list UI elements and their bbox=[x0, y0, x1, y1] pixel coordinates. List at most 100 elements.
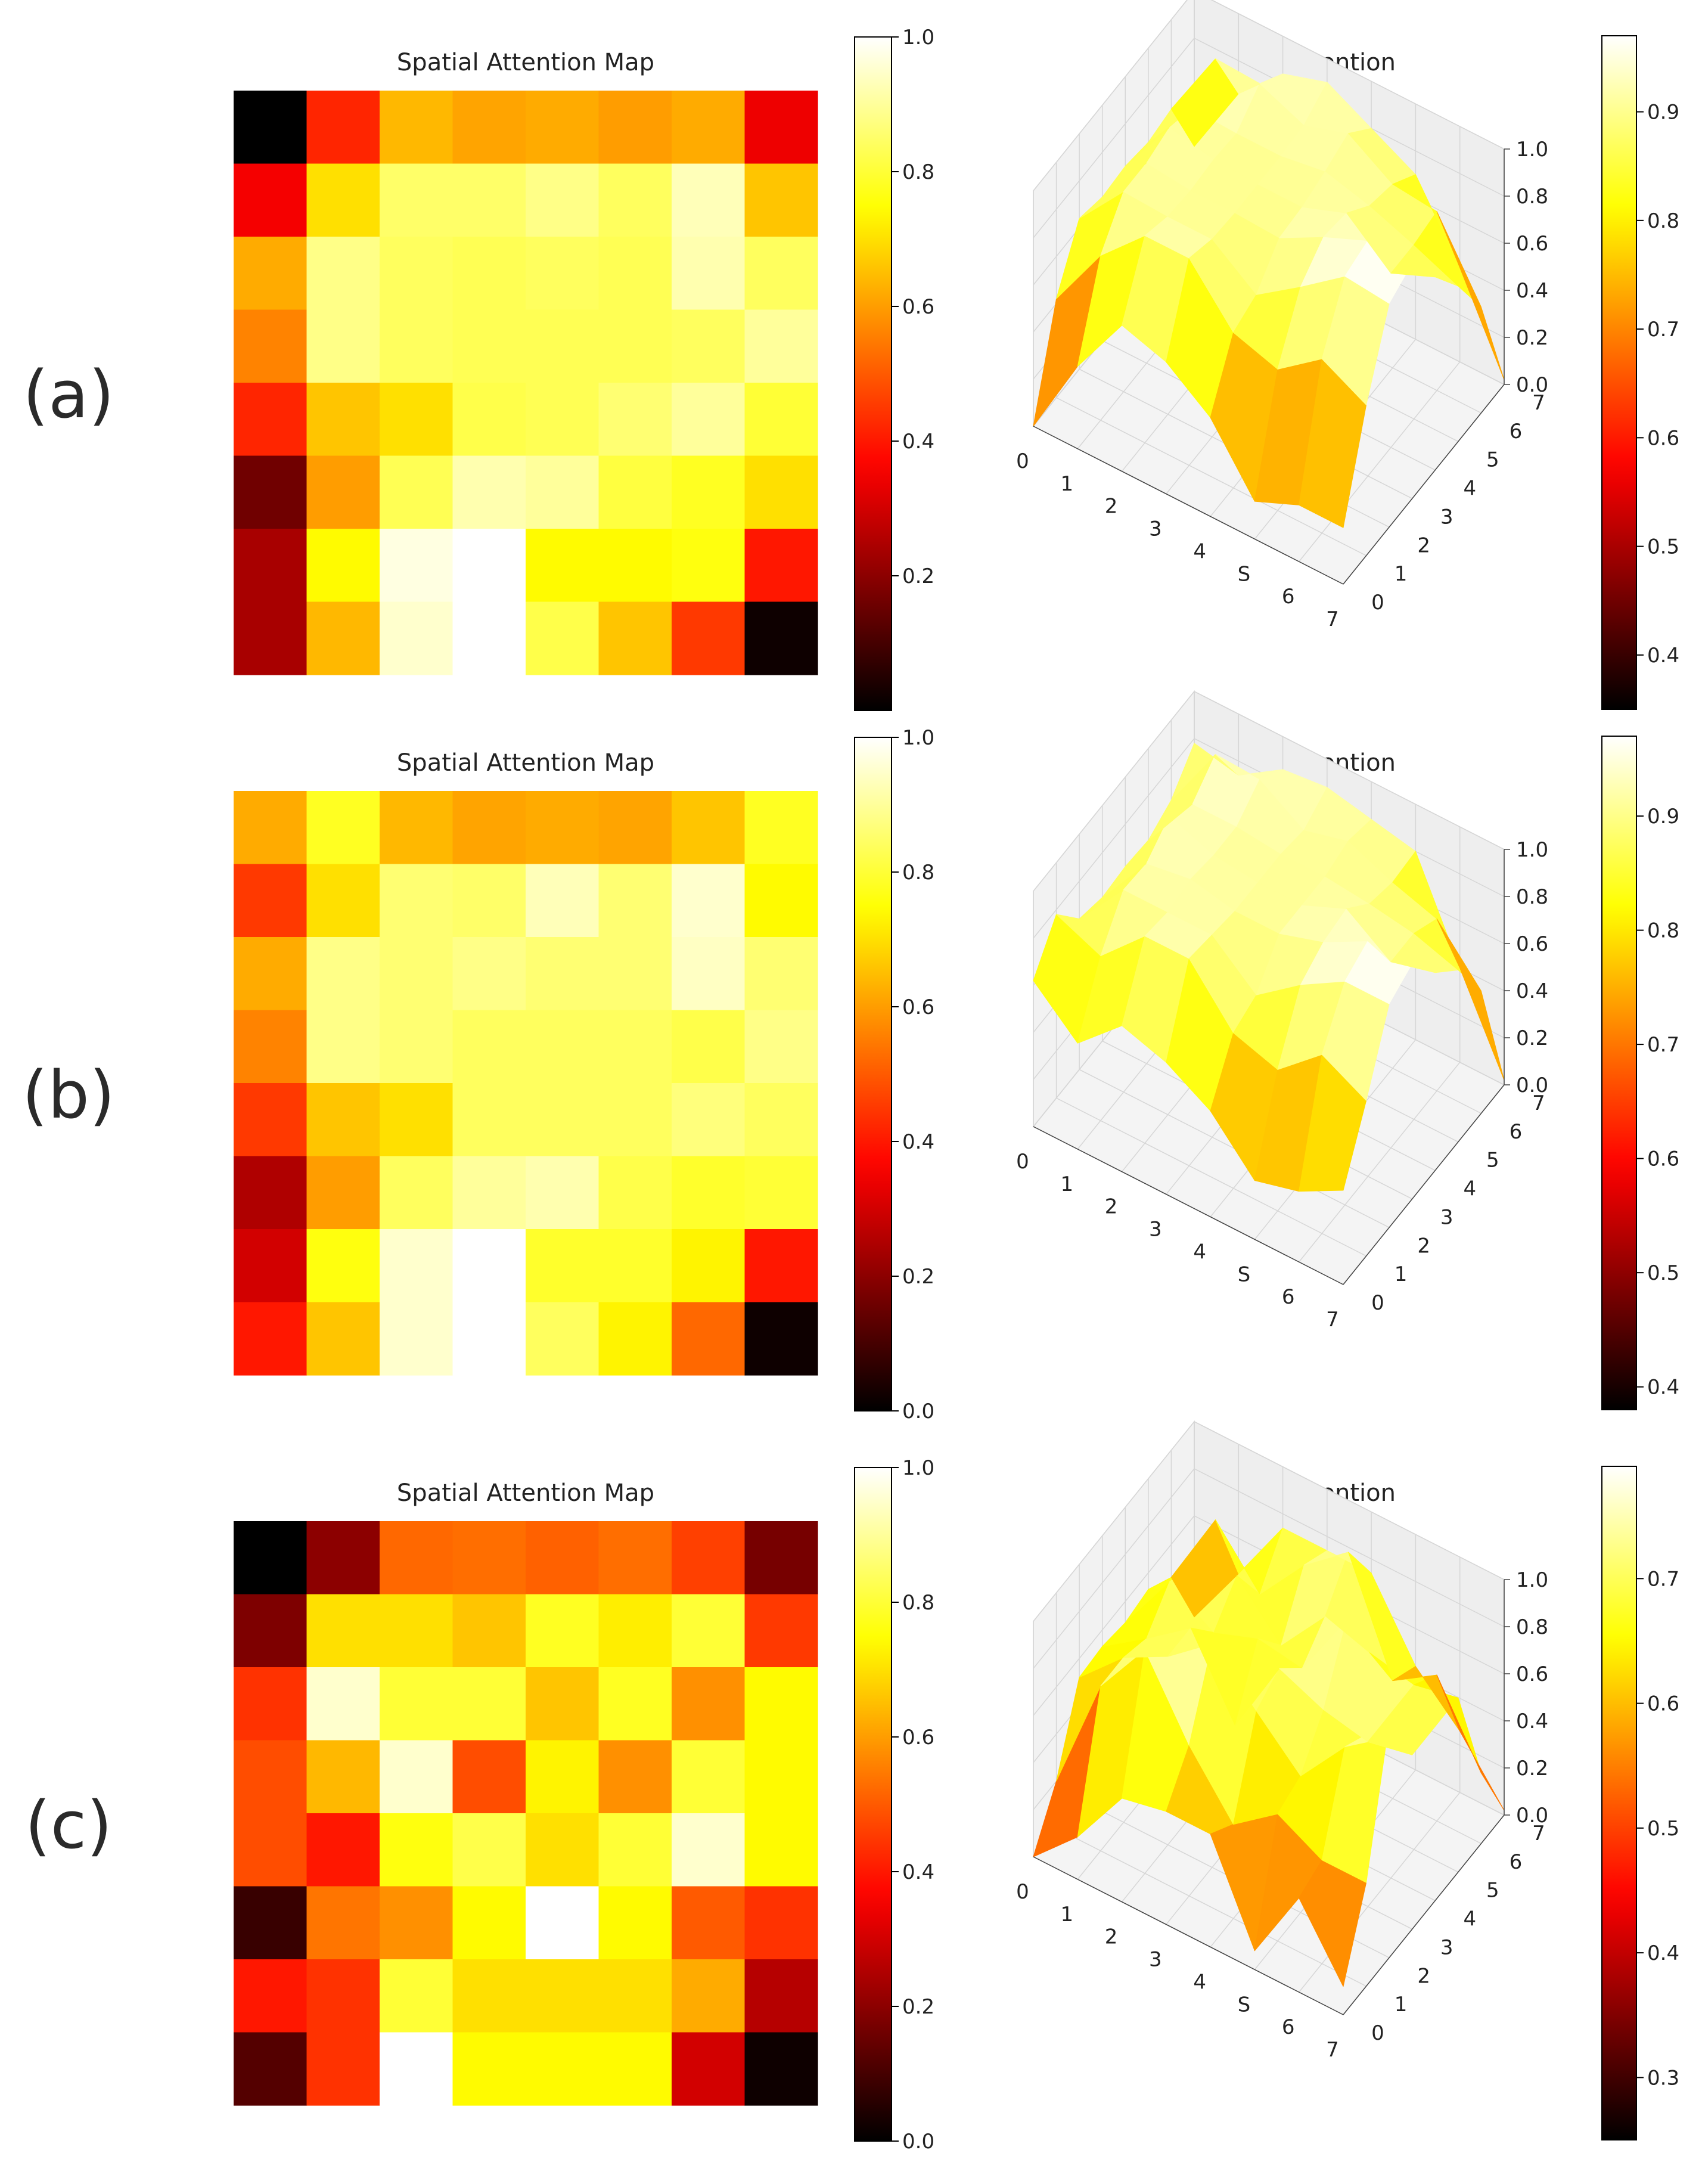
heatmap-cell bbox=[380, 1156, 454, 1230]
y-tick-label: 6 bbox=[1510, 1120, 1523, 1144]
heatmap-cell bbox=[306, 1302, 380, 1376]
heatmap-cell bbox=[306, 1594, 380, 1668]
y-axis-line bbox=[1343, 1814, 1505, 2015]
heatmap-cell bbox=[234, 1886, 308, 1960]
p2-hm-cb-tick-label: 0.4 bbox=[902, 1860, 934, 1884]
x-tick-label: 7 bbox=[1326, 1308, 1339, 1332]
heatmap-cell bbox=[598, 1667, 672, 1741]
y-tick-label: 1 bbox=[1394, 1993, 1408, 2017]
heatmap-cell bbox=[306, 529, 380, 603]
heatmap-cell bbox=[598, 237, 672, 311]
heatmap-cell bbox=[526, 937, 600, 1011]
heatmap-cell bbox=[452, 1010, 526, 1084]
heatmap-cell bbox=[526, 791, 600, 865]
heatmap-cell bbox=[380, 1521, 454, 1595]
heatmap-cell bbox=[306, 1083, 380, 1157]
heatmap-cell bbox=[452, 383, 526, 457]
heatmap-cell bbox=[526, 2032, 600, 2106]
p2-hm-cb-tick-label: 1.0 bbox=[902, 1456, 934, 1480]
heatmap-cell bbox=[744, 383, 818, 457]
heatmap-cell bbox=[380, 601, 454, 675]
wall-grid-line bbox=[1033, 38, 1195, 238]
heatmap-cell bbox=[744, 1083, 818, 1157]
p1-hm-cb-tick-label: 0.0 bbox=[902, 1400, 934, 1423]
heatmap-title: Spatial Attention Map bbox=[397, 1479, 654, 1507]
heatmap-cell bbox=[234, 383, 308, 457]
p1-sf-cb-bar bbox=[1601, 736, 1637, 1410]
x-tick-label: 1 bbox=[1060, 1172, 1073, 1196]
heatmap-cell bbox=[306, 163, 380, 237]
heatmap-cell bbox=[744, 1010, 818, 1084]
heatmap-cell bbox=[452, 864, 526, 938]
panel-label: (c) bbox=[25, 1787, 112, 1863]
heatmap-cell bbox=[380, 1229, 454, 1303]
heatmap-cell bbox=[744, 1813, 818, 1887]
wall-grid-line bbox=[1033, 1468, 1195, 1669]
x-tick-label: 6 bbox=[1282, 585, 1295, 609]
z-tick-label: 0.6 bbox=[1516, 932, 1548, 956]
x-tick-label: 6 bbox=[1282, 1285, 1295, 1309]
heatmap-cell bbox=[380, 1740, 454, 1814]
y-tick-label: 1 bbox=[1394, 1262, 1408, 1286]
heatmap-cell bbox=[306, 1740, 380, 1814]
heatmap-cell bbox=[672, 1740, 746, 1814]
heatmap-cell bbox=[672, 601, 746, 675]
p1-sf-cb-tick-label: 0.9 bbox=[1647, 805, 1679, 829]
heatmap-cell bbox=[598, 1740, 672, 1814]
y-tick-label: 2 bbox=[1417, 1234, 1430, 1258]
heatmap-cell bbox=[744, 864, 818, 938]
x-axis-line bbox=[1033, 1126, 1344, 1285]
y-tick-label: 7 bbox=[1532, 1822, 1545, 1845]
floor-grid-line bbox=[1299, 361, 1461, 562]
panel-c: (c) Spatial Attention Map 0.0 0.2 0.4 0.6 0.8 1… bbox=[25, 1420, 1679, 2154]
heatmap-cell bbox=[744, 237, 818, 311]
heatmap-cell bbox=[306, 791, 380, 865]
heatmap-cell bbox=[526, 1302, 600, 1376]
wall-grid-line bbox=[1033, 691, 1195, 892]
heatmap-cell bbox=[380, 1813, 454, 1887]
heatmap-cell bbox=[526, 529, 600, 603]
heatmap-cell bbox=[306, 1229, 380, 1303]
heatmap-cell bbox=[234, 529, 308, 603]
z-tick-label: 1.0 bbox=[1516, 1568, 1548, 1592]
heatmap-cell bbox=[234, 1083, 308, 1157]
heatmap-cell bbox=[598, 791, 672, 865]
heatmap-cell bbox=[452, 1083, 526, 1157]
heatmap-cell bbox=[306, 1156, 380, 1230]
x-tick-label: 2 bbox=[1105, 1925, 1118, 1949]
x-tick-label: 3 bbox=[1149, 1948, 1162, 1972]
x-axis-line bbox=[1033, 1856, 1344, 2015]
wall-grid-line bbox=[1033, 1515, 1195, 1716]
heatmap-cell bbox=[452, 2032, 526, 2106]
heatmap-cell bbox=[526, 91, 600, 165]
heatmap-cell bbox=[526, 163, 600, 237]
heatmap-cell bbox=[598, 309, 672, 383]
heatmap-cell bbox=[306, 455, 380, 529]
p0-hm-cb-tick-label: 1.0 bbox=[902, 26, 934, 49]
y-tick-label: 7 bbox=[1532, 391, 1545, 415]
heatmap-cell bbox=[234, 309, 308, 383]
heatmap-cell bbox=[672, 864, 746, 938]
heatmap-cell bbox=[452, 1302, 526, 1376]
heatmap-cell bbox=[598, 1959, 672, 2033]
heatmap-cell bbox=[380, 1667, 454, 1741]
panel-label: (b) bbox=[22, 1057, 115, 1133]
heatmap-cell bbox=[306, 309, 380, 383]
p2-hm-cb-bar bbox=[854, 1467, 892, 2142]
heatmap-cell bbox=[452, 1229, 526, 1303]
heatmap-cell bbox=[234, 163, 308, 237]
heatmap-cell bbox=[234, 864, 308, 938]
heatmap-cell bbox=[380, 163, 454, 237]
heatmap-cell bbox=[672, 163, 746, 237]
p1-hm-cb-bar bbox=[854, 737, 892, 1411]
wall-grid-line bbox=[1033, 1421, 1195, 1622]
y-tick-label: 4 bbox=[1463, 1907, 1476, 1931]
z-tick-label: 0.6 bbox=[1516, 1662, 1548, 1686]
heatmap-cell bbox=[672, 937, 746, 1011]
floor-grid-line bbox=[1299, 1062, 1461, 1262]
z-tick-label: 0.4 bbox=[1516, 979, 1548, 1003]
x-tick-label: 2 bbox=[1105, 1195, 1118, 1219]
heatmap-cell bbox=[598, 1083, 672, 1157]
x-axis-line bbox=[1033, 426, 1344, 585]
heatmap-cell bbox=[234, 601, 308, 675]
